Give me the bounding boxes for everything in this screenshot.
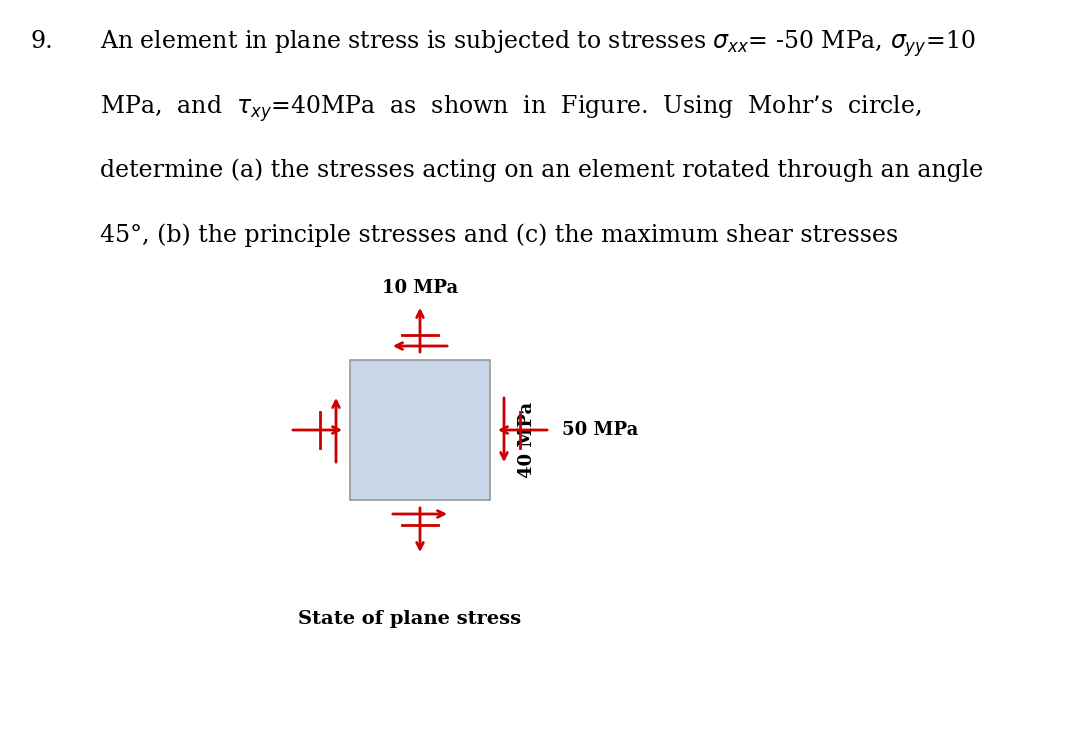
Text: MPa,  and  $\tau_{xy}$=40MPa  as  shown  in  Figure.  Using  Mohr’s  circle,: MPa, and $\tau_{xy}$=40MPa as shown in F… (100, 93, 921, 123)
Text: State of plane stress: State of plane stress (298, 610, 522, 628)
Text: determine (a) the stresses acting on an element rotated through an angle: determine (a) the stresses acting on an … (100, 158, 983, 182)
Text: 10 MPa: 10 MPa (382, 279, 458, 297)
Bar (350, 360, 490, 500)
Text: 45°, (b) the principle stresses and (c) the maximum shear stresses: 45°, (b) the principle stresses and (c) … (100, 223, 899, 247)
Text: An element in plane stress is subjected to stresses $\sigma_{xx}$= -50 MPa, $\si: An element in plane stress is subjected … (100, 28, 975, 58)
Text: 50 MPa: 50 MPa (562, 421, 638, 439)
Text: 40 MPa: 40 MPa (518, 402, 536, 478)
Text: 9.: 9. (30, 30, 53, 53)
